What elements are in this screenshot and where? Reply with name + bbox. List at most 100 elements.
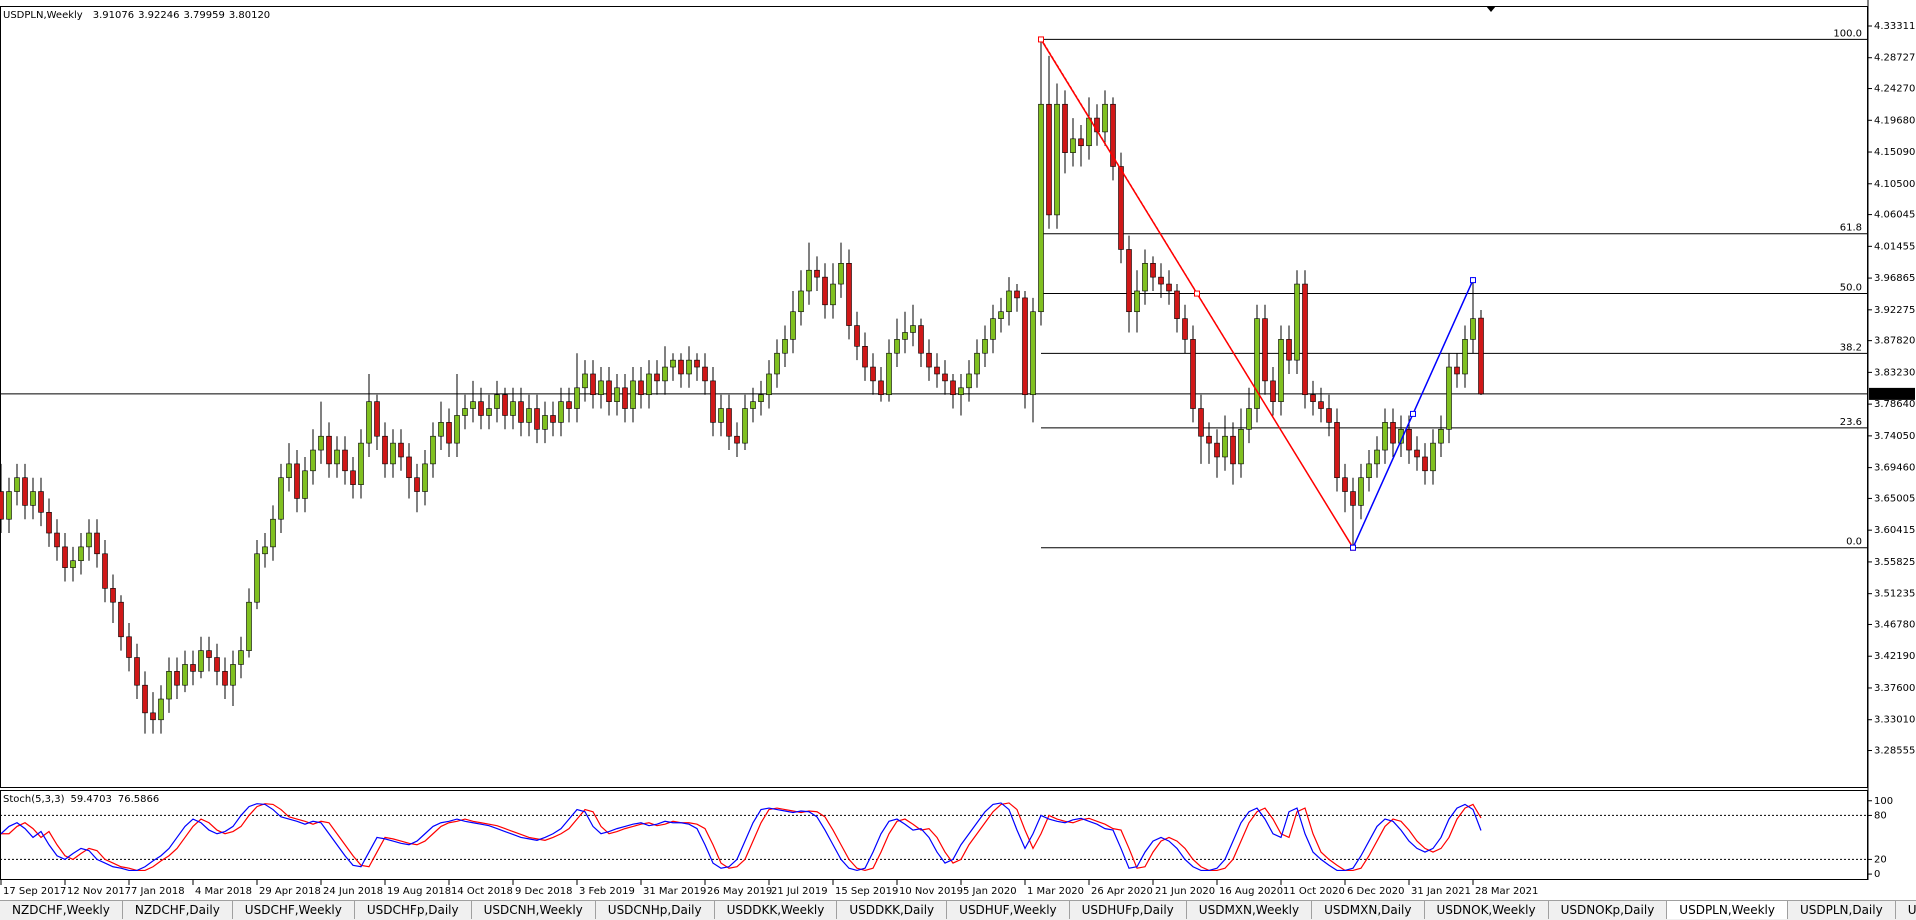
x-tick-label: 10 Nov 2019 (899, 886, 963, 897)
candle-body (158, 698, 164, 721)
chart-tab[interactable]: USDCHFp,Daily (355, 901, 472, 919)
chart-tab[interactable]: USDPLN,Daily (1788, 901, 1896, 919)
candle-body (518, 401, 524, 423)
candle-body (1222, 435, 1228, 458)
chart-tab[interactable]: USDCHF,Weekly (233, 901, 355, 919)
candle-body (1062, 103, 1068, 153)
y-tick-label: 3.83230 (1874, 367, 1915, 378)
candle-body (246, 601, 252, 651)
candle-body (958, 387, 964, 396)
candle-body (814, 269, 820, 278)
candle-body (966, 373, 972, 389)
candle-body (1414, 449, 1420, 458)
candle-body (206, 650, 212, 658)
y-tick-label: 4.15090 (1874, 147, 1915, 158)
candle-body (742, 408, 748, 444)
candle-body (1118, 166, 1124, 250)
chart-tab[interactable]: NZDCHF,Weekly (0, 901, 123, 919)
chart-tab[interactable]: USDMXN,Daily (1312, 901, 1425, 919)
y-tick-label: 80 (1874, 810, 1887, 821)
current-price-box (1869, 387, 1915, 400)
candle-body (46, 511, 52, 534)
candle-body (30, 491, 36, 506)
header-value: 3.80120 (229, 10, 270, 21)
candle-body (662, 366, 668, 382)
indicator-header: Stoch(5,3,3) 59.4703 76.5866 (3, 794, 159, 805)
candle-body (1470, 318, 1476, 340)
candle-body (446, 422, 452, 444)
candle-body (1046, 103, 1052, 216)
candle-body (558, 401, 564, 423)
candle-body (294, 463, 300, 499)
chart-tab[interactable]: NZDCHF,Daily (123, 901, 233, 919)
candle-body (262, 546, 268, 555)
candle-body (1182, 318, 1188, 340)
candle-body (990, 318, 996, 340)
chart-tab[interactable]: USDSEK,Weekly (1896, 901, 1916, 919)
chart-tab[interactable]: USDCNH,Weekly (472, 901, 596, 919)
candle-body (198, 650, 204, 672)
candle-body (614, 387, 620, 402)
chart-tab[interactable]: USDNOK,Weekly (1425, 901, 1549, 919)
candle-body (1334, 422, 1340, 479)
candle-body (374, 401, 380, 437)
candle-body (598, 380, 604, 396)
candle-body (1006, 290, 1012, 313)
candle-body (926, 352, 932, 368)
tab-bar: NZDCHF,Weekly NZDCHF,Daily USDCHF,Weekly US… (0, 900, 1916, 920)
candle-body (1150, 263, 1156, 278)
candle-body (1318, 401, 1324, 409)
trend-line-handle (1350, 544, 1356, 551)
chart-tab[interactable]: USDDKK,Daily (837, 901, 948, 919)
candle-body (270, 518, 276, 548)
y-tick-label: 20 (1874, 854, 1887, 865)
candle-body (454, 415, 460, 444)
symbol: USDPLN,Weekly (3, 10, 83, 21)
candle-body (822, 276, 828, 306)
y-tick-label: 3.69460 (1874, 463, 1915, 474)
candle-body (1366, 463, 1372, 479)
candle-body (38, 491, 44, 513)
candle-body (366, 401, 372, 444)
chart-tab[interactable]: USDDKK,Weekly (715, 901, 838, 919)
candle-body (22, 477, 28, 506)
candle-body (70, 560, 76, 568)
candle-body (1110, 103, 1116, 167)
candle-body (78, 546, 84, 562)
header-value: 3.92246 (138, 10, 179, 21)
candle-body (806, 269, 812, 292)
candle-body (486, 408, 492, 416)
chart-tab[interactable]: USDHUF,Weekly (947, 901, 1070, 919)
y-tick-label: 4.24270 (1874, 84, 1915, 95)
candle-body (1286, 339, 1292, 361)
chart-tab[interactable]: USDCNHp,Daily (596, 901, 715, 919)
candle-body (1478, 317, 1484, 395)
indicator-value: 59.4703 (70, 794, 111, 805)
candle-body (358, 442, 364, 485)
candle-body (414, 477, 420, 492)
chart-tab[interactable]: USDPLN,Weekly (1667, 901, 1788, 919)
x-tick-label: 3 Feb 2019 (579, 886, 635, 897)
candle-body (1198, 408, 1204, 437)
candle-body (646, 373, 652, 396)
fibo-label: 23.6 (1840, 417, 1862, 428)
candle-body (142, 684, 148, 714)
candle-body (166, 671, 172, 700)
candle-body (110, 588, 116, 603)
x-tick-label: 1 Mar 2020 (1027, 886, 1084, 897)
y-tick-label: 3.92275 (1874, 305, 1915, 316)
candle-body (302, 470, 308, 499)
candle-body (510, 401, 516, 416)
y-tick-label: 0 (1874, 869, 1880, 880)
chart-tab[interactable]: USDMXN,Weekly (1187, 901, 1313, 919)
candle-body (1238, 428, 1244, 465)
y-tick-label: 3.87820 (1874, 336, 1915, 347)
candle-body (382, 435, 388, 465)
candle-body (1022, 297, 1028, 396)
chart-tab[interactable]: USDNOKp,Daily (1549, 901, 1668, 919)
chart-tab[interactable]: USDHUFp,Daily (1070, 901, 1187, 919)
candle-body (1358, 477, 1364, 506)
candle-body (462, 408, 468, 416)
candle-body (126, 636, 132, 658)
